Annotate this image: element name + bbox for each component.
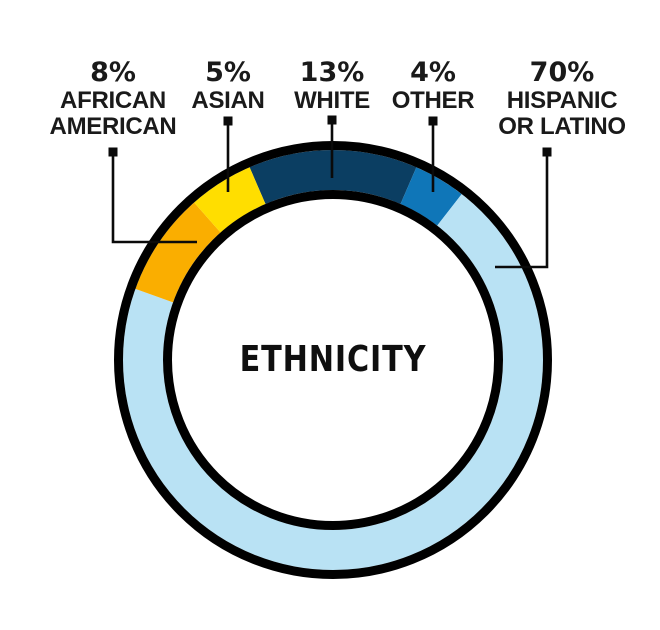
- segment-arc-asian: [194, 167, 266, 233]
- segment-name-line: AFRICAN: [60, 87, 166, 114]
- segment-arc-african-american: [135, 202, 221, 303]
- segment-arc-other: [400, 167, 462, 226]
- segment-name-line: WHITE: [294, 87, 370, 114]
- segment-percent: 70%: [529, 57, 595, 88]
- segment-percent: 4%: [410, 57, 456, 88]
- callout-marker-white: [327, 115, 337, 125]
- segment-name-line: AMERICAN: [49, 113, 177, 140]
- segment-percent: 5%: [205, 57, 251, 88]
- callout-marker-african-american: [108, 147, 118, 157]
- segment-name-line: OR LATINO: [498, 113, 626, 140]
- segment-arc-hispanic-or-latino: [123, 194, 543, 570]
- callout-line-hispanic-or-latino: [495, 156, 549, 269]
- segment-label-white: 13% WHITE: [217, 58, 447, 114]
- callout-line-african-american: [111, 156, 197, 244]
- segment-label-hispanic-or-latino: 70% HISPANIC OR LATINO: [447, 58, 660, 140]
- donut-inner-outline: [163, 190, 503, 530]
- segment-name-line: OTHER: [391, 87, 475, 114]
- segment-name-line: ASIAN: [191, 87, 265, 114]
- segment-label-asian: 5% ASIAN: [113, 58, 343, 114]
- segment-percent: 8%: [90, 57, 136, 88]
- segment-label-other: 4% OTHER: [318, 58, 548, 114]
- segment-percent: 13%: [299, 57, 365, 88]
- callout-marker-asian: [223, 116, 233, 126]
- donut-center-title: ETHNICITY: [239, 339, 427, 380]
- callout-marker-other: [428, 116, 438, 126]
- callout-marker-hispanic-or-latino: [542, 147, 552, 157]
- segment-label-african-american: 8% AFRICAN AMERICAN: [0, 58, 228, 140]
- segment-name-line: HISPANIC: [506, 87, 618, 114]
